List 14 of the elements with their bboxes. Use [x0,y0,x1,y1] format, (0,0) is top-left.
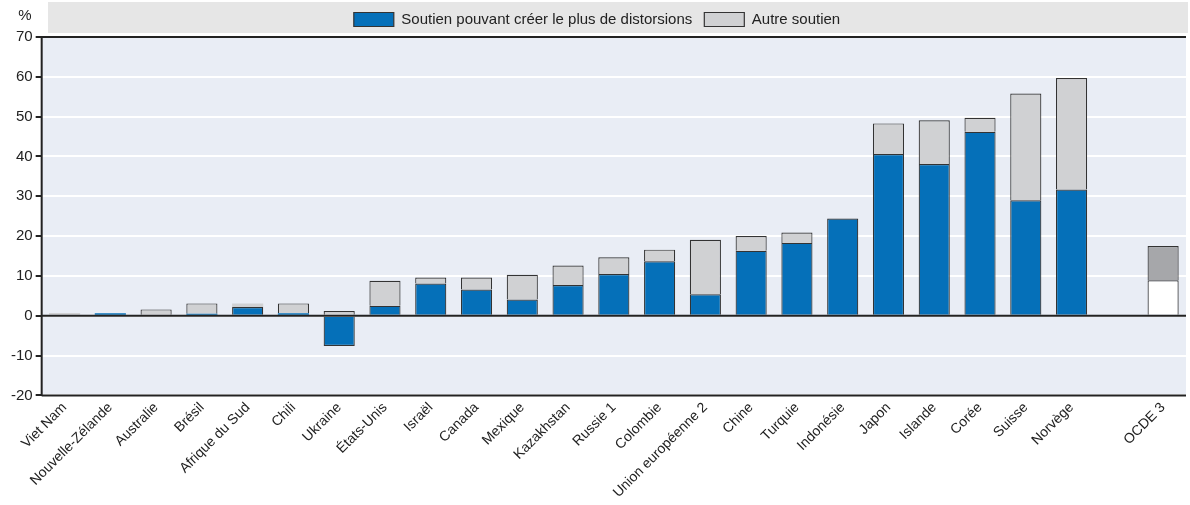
y-tick-label: -20 [10,385,33,403]
y-tick-label: 70 [15,27,33,45]
y-tick-label: 10 [15,266,33,284]
y-tick-label: -10 [10,345,33,363]
y-tick-label: 50 [15,106,33,124]
y-tick-label: 30 [15,186,33,204]
y-axis-title: % [18,5,32,23]
bar [232,303,264,307]
legend-label: Autre soutien [751,9,841,27]
y-tick-label: 20 [15,226,33,244]
legend-label: Soutien pouvant créer le plus de distorsions [401,9,693,27]
y-tick-label: 60 [15,66,33,84]
y-tick-label: 40 [15,146,33,164]
y-tick-label: 0 [24,305,33,323]
